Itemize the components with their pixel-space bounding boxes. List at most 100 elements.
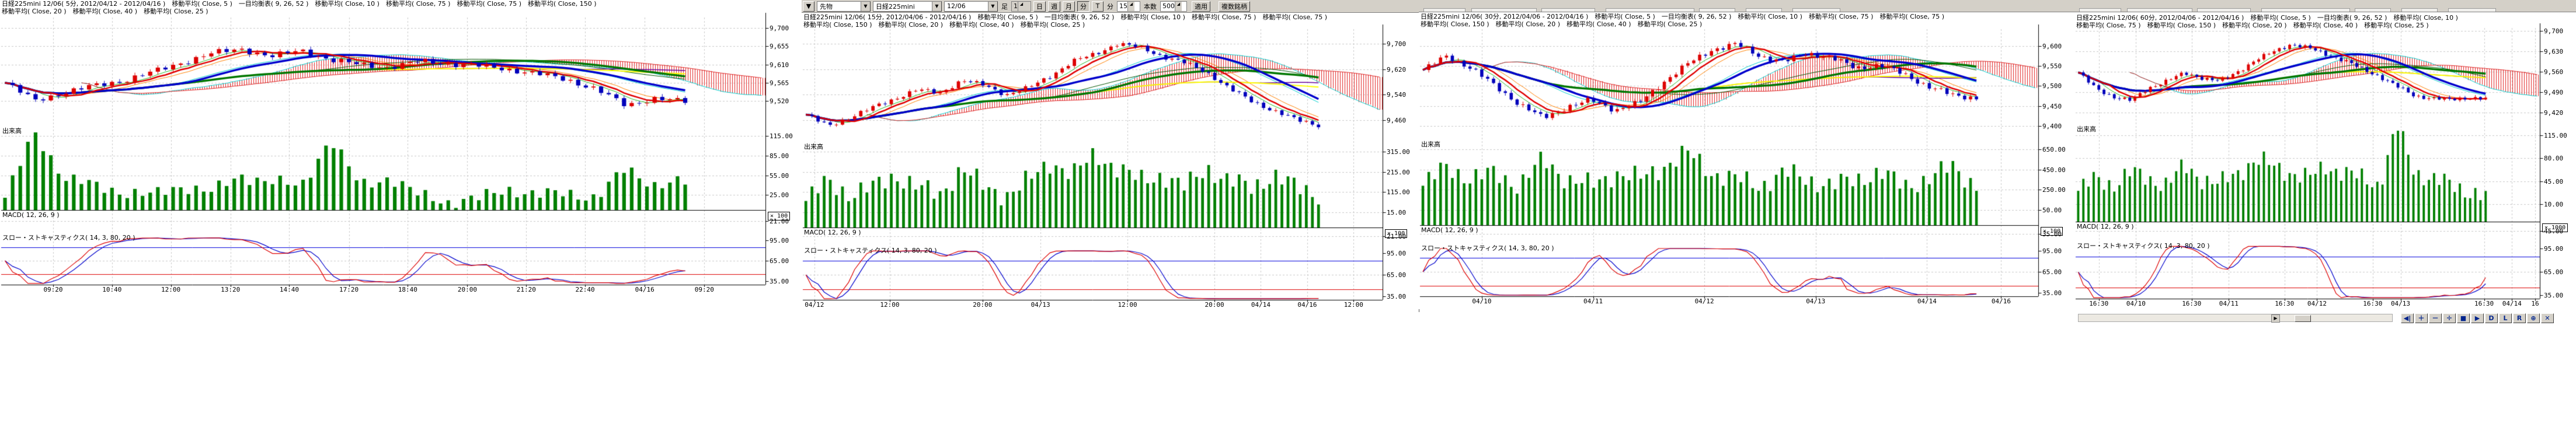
time-axis-label: 12:00 [161,286,181,293]
zoom-in-button[interactable]: ＋ [2415,313,2428,323]
time-axis-label: 22:40 [575,286,595,293]
time-axis-label: 04/10 [1472,298,1492,305]
close-button[interactable]: ✕ [2541,313,2554,323]
time-axis-label: 04/11 [1583,298,1603,305]
volume-pane-label: 出来高 [2,127,22,135]
time-axis-label: 17:20 [339,286,359,293]
volume-pane-label: 出来高 [804,143,823,150]
price-axis-label: 9,560 [2544,68,2564,76]
price-axis-label: 9,655 [770,43,789,51]
stop-button[interactable]: ■ [2457,313,2470,323]
volume-axis-label: 315.00 [1387,148,1410,156]
stoch-axis-label: 35.00 [2042,289,2062,297]
mode-l-button[interactable]: L [2499,313,2512,323]
price-axis-label: 9,600 [2042,42,2062,50]
price-chart-canvas[interactable] [1419,0,2074,309]
time-axis-label: 16:30 [2474,300,2494,307]
volume-pane-label: 出来高 [1421,141,1440,148]
price-chart-canvas[interactable] [0,0,802,298]
chart-window-1: 日経225mini 12/06( 5分, 2012/04/12 - 2012/0… [0,0,802,298]
time-axis-label: 04/13 [1806,298,1826,305]
time-axis-label: 04/12 [1694,298,1714,305]
stoch-axis-label: 35.00 [2544,292,2564,299]
scrollbar-thumb[interactable] [2295,315,2311,322]
time-axis-label: 12:00 [880,301,900,309]
macd-pane-label: MACD( 12, 26, 9 ) [2,211,60,219]
price-axis-label: 9,565 [770,79,789,87]
price-axis-label: 9,550 [2042,62,2062,71]
volume-axis-label: 80.00 [2544,155,2564,163]
time-axis-label: 20:00 [973,301,993,309]
stoch-axis-label: 65.00 [2544,268,2564,276]
volume-axis-label: 450.00 [2042,166,2066,174]
chart-nav-toolbar: ◀| ＋－ ✛ ■ ▶ D L R ⊕ ✕ [2401,312,2554,324]
price-axis-label: 9,490 [2544,89,2564,97]
chart-window-4: 日経225mini 12/06( 60分, 2012/04/06 - 2012/… [2074,0,2576,327]
pan-button[interactable]: ✛ [2443,313,2456,323]
price-axis-label: 9,620 [1387,65,1407,74]
time-axis-label: 04/13 [2390,300,2411,307]
mode-r-button[interactable]: R [2513,313,2526,323]
stoch-axis-label: 95.00 [770,237,789,244]
stoch-pane-label: スロー・ストキャスティクス( 14, 3, 80, 20 ) [1421,244,1554,252]
price-axis-label: 9,700 [770,24,789,33]
time-axis-label: 16 [2531,300,2539,307]
time-axis-label: 04/10 [2126,300,2146,307]
macd-pane-label: MACD( 12, 26, 9 ) [804,229,861,236]
time-axis-label: 04/14 [2502,300,2522,307]
scroll-right-button[interactable]: ▶ [2271,314,2280,323]
price-axis-label: 9,520 [770,97,789,106]
price-axis-label: 9,540 [1387,91,1407,99]
time-axis-label: 04/14 [1917,298,1937,305]
volume-axis-label: 85.00 [770,152,789,160]
volume-axis-label: 115.00 [770,132,793,141]
chart-window-2: ▼先物▼日経225mini▼12/06▼足1◢日週月分T分15◢本数500◢適用… [802,0,1419,312]
zoom-out-button[interactable]: － [2429,313,2442,323]
stoch-axis-label: 95.00 [1387,250,1407,257]
price-axis-label: 9,420 [2544,109,2564,117]
stoch-axis-label: 95.00 [2042,247,2062,255]
macd-axis-label: 21.00 [1387,233,1407,240]
stoch-axis-label: 95.00 [2544,245,2564,253]
volume-multiplier-box: × 100 [2041,227,2063,236]
price-chart-canvas[interactable] [2074,0,2576,327]
price-axis-label: 9,450 [2042,102,2062,110]
stoch-pane-label: スロー・ストキャスティクス( 14, 3, 80, 20 ) [2,234,135,242]
mode-d-button[interactable]: D [2485,313,2498,323]
volume-multiplier-box: × 100 [768,212,791,220]
price-chart-canvas[interactable] [802,0,1419,312]
magnify-button[interactable]: ⊕ [2527,313,2540,323]
time-axis-label: 04/16 [1297,301,1317,309]
chart-scrollbar[interactable]: ▶ [2078,314,2393,323]
time-axis-label: 20:00 [1205,301,1224,309]
volume-axis-label: 45.00 [2544,177,2564,186]
price-axis-label: 9,610 [770,61,789,69]
time-axis-label: 04/16 [635,286,655,293]
play-button[interactable]: ▶ [2471,313,2484,323]
macd-axis-label: 21.00 [770,218,789,225]
macd-pane-label: MACD( 12, 26, 9 ) [2077,223,2134,230]
stoch-axis-label: 65.00 [1387,271,1407,279]
macd-axis-label: 45.00 [2544,228,2564,235]
volume-axis-label: 115.00 [1387,188,1410,197]
jump-latest-button[interactable]: ◀| [2401,313,2414,323]
time-axis-label: 21:20 [516,286,536,293]
time-axis-label: 16:30 [2363,300,2383,307]
stoch-axis-label: 65.00 [2042,268,2062,276]
time-axis-label: 04/16 [1991,298,2011,305]
time-axis-label: 12:00 [1343,301,1363,309]
time-axis-label: 04/12 [2307,300,2327,307]
macd-pane-label: MACD( 12, 26, 9 ) [1421,226,1478,234]
time-axis-label: 16:30 [2182,300,2202,307]
time-axis-label: 09:20 [694,286,714,293]
stoch-axis-label: 35.00 [770,278,789,285]
price-axis-label: 9,700 [1387,40,1407,48]
volume-multiplier-box: × 1000 [2542,223,2568,232]
price-axis-label: 9,500 [2042,82,2062,90]
volume-axis-label: 50.00 [2042,206,2062,214]
time-axis-label: 20:00 [457,286,478,293]
price-axis-label: 9,630 [2544,48,2564,56]
time-axis-label: 18:40 [398,286,417,293]
time-axis-label: 16:30 [2275,300,2295,307]
